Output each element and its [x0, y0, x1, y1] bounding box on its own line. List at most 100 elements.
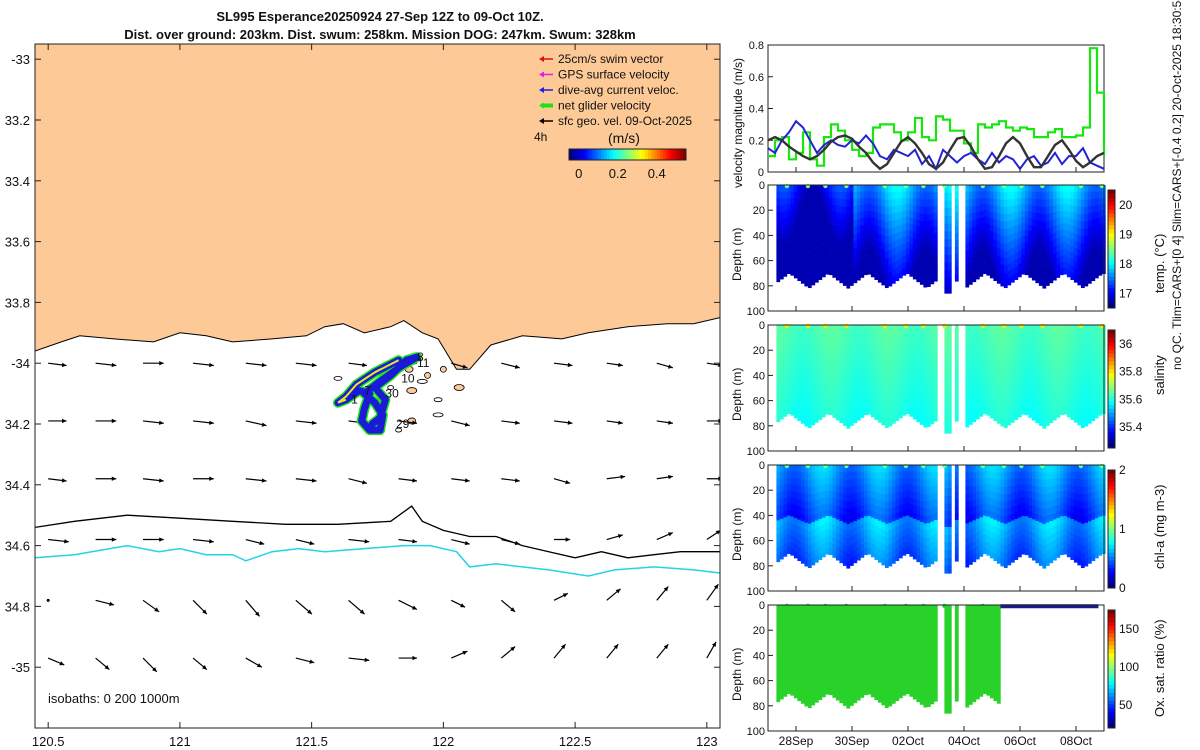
- section-cell: [1077, 396, 1082, 404]
- section-cell: [1035, 227, 1040, 235]
- section-cell: [779, 225, 784, 233]
- section-cell: [1052, 331, 1057, 339]
- section-cell: [930, 241, 935, 249]
- section-cell: [790, 331, 795, 339]
- section-cell: [814, 513, 819, 521]
- section-cell: [779, 385, 784, 393]
- section-cell: [1098, 204, 1103, 212]
- section-cell: [986, 497, 991, 505]
- section-cell: [849, 242, 854, 250]
- section-cell: [863, 325, 868, 332]
- section-cell: [877, 332, 882, 340]
- section-cell: [1056, 544, 1061, 552]
- section-cell: [867, 382, 872, 390]
- depth-tick-label: 80: [753, 421, 765, 433]
- section-cell: [895, 273, 900, 282]
- geo-vector-head: [460, 603, 466, 608]
- section-cell: [954, 393, 959, 401]
- colorbar-cell: [586, 149, 590, 160]
- section-cell: [926, 375, 931, 384]
- section-cell: [863, 337, 868, 345]
- section-cell: [1077, 220, 1082, 229]
- section-cell: [856, 379, 861, 387]
- section-cell: [912, 518, 917, 526]
- section-cell: [947, 488, 952, 497]
- section-cell: [814, 359, 819, 368]
- section-cell: [1014, 379, 1019, 387]
- section-cell: [867, 496, 872, 504]
- section-cell: [867, 210, 872, 218]
- section-cell: [790, 536, 795, 543]
- section-cell: [996, 402, 1001, 410]
- section-cell: [1087, 500, 1092, 508]
- section-cell: [863, 490, 868, 498]
- section-cell: [853, 360, 858, 368]
- section-cell: [881, 507, 886, 516]
- section-cell: [916, 548, 921, 556]
- section-cell: [1031, 266, 1036, 274]
- section-cell: [1038, 536, 1043, 545]
- geo-vector-head: [668, 420, 673, 425]
- section-cell: [853, 626, 858, 634]
- section-cell: [930, 248, 935, 256]
- section-cell: [863, 402, 868, 409]
- surface-dot: [903, 603, 909, 609]
- section-cell: [821, 257, 826, 265]
- section-cell: [1031, 372, 1036, 380]
- section-cell: [898, 325, 903, 332]
- section-cell: [849, 698, 854, 706]
- section-cell: [912, 478, 917, 486]
- section-cell: [835, 679, 840, 687]
- section-cell: [1007, 382, 1012, 390]
- section-cell: [1073, 555, 1078, 563]
- geo-vector-head: [663, 644, 669, 650]
- section-cell: [930, 675, 935, 684]
- section-cell: [814, 394, 819, 402]
- section-cell: [944, 356, 949, 365]
- section-cell: [1038, 185, 1043, 193]
- section-cell: [975, 198, 980, 206]
- geo-vector-head: [259, 540, 265, 546]
- section-cell: [849, 493, 854, 502]
- section-cell: [856, 205, 861, 213]
- section-cell: [965, 648, 970, 657]
- section-cell: [867, 516, 872, 523]
- section-cell: [1091, 540, 1096, 548]
- section-cell: [1045, 325, 1050, 333]
- section-cell: [1066, 211, 1071, 219]
- section-cell: [863, 535, 868, 543]
- section-cell: [1056, 517, 1061, 525]
- section-cell: [1003, 347, 1008, 355]
- section-cell: [825, 223, 830, 230]
- geo-vector-head: [667, 364, 673, 369]
- section-cell: [807, 391, 812, 399]
- section-cell: [968, 185, 973, 193]
- section-cell: [1087, 346, 1092, 354]
- section-cell: [881, 626, 886, 634]
- section-cell: [846, 406, 851, 414]
- section-cell: [968, 206, 973, 214]
- section-cell: [1070, 232, 1075, 240]
- section-cell: [1021, 223, 1026, 230]
- section-cell: [863, 630, 868, 638]
- section-colorbar-cell: [1108, 544, 1115, 550]
- section-cell: [975, 518, 980, 526]
- section-cell: [895, 506, 900, 514]
- section-cell: [800, 276, 805, 284]
- section-cell: [891, 346, 896, 354]
- section-colorbar-cell: [1108, 424, 1115, 429]
- section-cell: [1017, 517, 1022, 525]
- section-cell: [814, 472, 819, 480]
- section-cell: [1098, 262, 1103, 270]
- section-cell: [898, 518, 903, 526]
- section-cell: [895, 359, 900, 367]
- section-cell: [919, 654, 924, 663]
- section-cell: [905, 477, 910, 485]
- section-cell: [783, 230, 788, 238]
- section-cell: [779, 665, 784, 673]
- section-cell: [814, 380, 819, 388]
- section-cell: [972, 478, 977, 487]
- section-cell: [930, 661, 935, 669]
- section-cell: [828, 662, 833, 670]
- section-cell: [853, 401, 858, 410]
